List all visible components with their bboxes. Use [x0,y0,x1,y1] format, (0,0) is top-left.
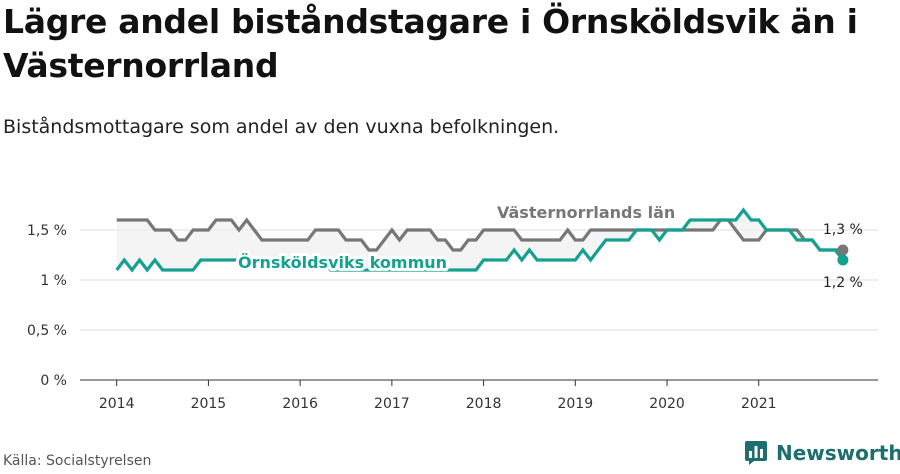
series-lines [115,207,849,273]
series-end-label: 1,2 % [823,275,863,291]
chart-title: Lägre andel biståndstagare i Örnsköldsvi… [3,2,858,85]
x-tick-label: 2018 [466,396,502,412]
x-tick-label: 2020 [649,396,685,412]
series-label: Örnsköldsviks kommun [238,253,447,272]
y-tick-label: 0,5 % [27,323,67,339]
series-label-halo: Västernorrlands län [497,203,675,222]
x-tick-label: 2014 [99,396,135,412]
x-tick-label: 2021 [741,396,777,412]
brand-name: Newsworthy [776,441,900,465]
x-tick-label: 2017 [374,396,410,412]
source-note: Källa: Socialstyrelsen [3,453,152,469]
series-label: Västernorrlands län [497,203,675,222]
series-end-dot [837,244,849,256]
chart-subtitle: Biståndsmottagare som andel av den vuxna… [3,116,560,138]
series-line [115,207,845,273]
y-tick-label: 0 % [40,373,67,389]
series-label-halo: Örnsköldsviks kommun [238,253,447,272]
y-tick-label: 1,5 % [27,223,67,239]
series-end-label: 1,3 % [823,222,863,238]
bar-chart-icon [745,441,767,465]
x-tick-label: 2015 [191,396,227,412]
axes: 0 % 0,5 % 1 % 1,5 % 2014 2015 2016 2017 2018 2019… [27,223,878,412]
newsworthy-logo: Newsworthy [744,440,900,466]
x-tick-label: 2016 [282,396,318,412]
x-tick-label: 2019 [557,396,593,412]
y-tick-label: 1 % [40,273,67,289]
series-end-dot [837,254,849,266]
chart-labels: 1,3 %1,2 %Västernorrlands länVästernorrl… [235,200,863,291]
gap-area [116,210,843,270]
between-series-area [116,210,843,270]
